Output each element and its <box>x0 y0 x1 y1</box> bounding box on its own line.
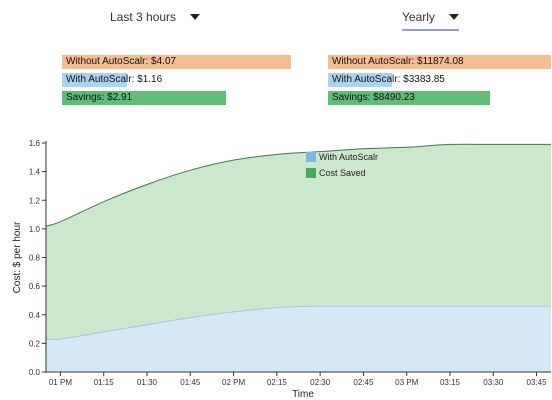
x-tick-label: 01:45 <box>180 378 201 387</box>
y-tick-label: 0.4 <box>29 311 41 320</box>
x-tick-label: 02:30 <box>310 378 331 387</box>
legend-swatch-with-autoscalr <box>306 152 316 162</box>
time-range-select[interactable]: Last 3 hours <box>110 8 201 26</box>
legend-label-cost-saved: Cost Saved <box>319 168 366 178</box>
period-select[interactable]: Yearly <box>402 8 459 31</box>
cost-saved-area <box>46 144 551 340</box>
y-tick-label: 1.6 <box>29 139 41 148</box>
without-autoscalr-bar-long: Without AutoScalr: $11874.08 <box>328 55 551 69</box>
time-range-value: Last 3 hours <box>110 10 177 24</box>
with-autoscalr-area <box>46 306 551 372</box>
legend-swatch-cost-saved <box>306 168 316 178</box>
x-axis-title: Time <box>292 389 314 400</box>
y-tick-label: 1.2 <box>29 196 41 205</box>
x-tick-label: 02 PM <box>222 378 245 387</box>
x-tick-label: 02:45 <box>353 378 374 387</box>
y-tick-label: 0.6 <box>29 282 41 291</box>
chevron-down-icon <box>190 14 201 20</box>
x-tick-label: 03:30 <box>483 378 504 387</box>
y-tick-label: 0.2 <box>29 339 41 348</box>
y-axis-title: Cost: $ per hour <box>12 221 23 293</box>
x-tick-label: 03:15 <box>440 378 461 387</box>
x-tick-label: 02:15 <box>267 378 288 387</box>
savings-bar-long: Savings: $8490.23 <box>328 91 490 105</box>
savings-bar-short: Savings: $2.91 <box>62 91 226 105</box>
x-tick-label: 03 PM <box>395 378 418 387</box>
y-tick-label: 1.0 <box>29 225 41 234</box>
cost-saved-line <box>45 143 551 227</box>
period-value: Yearly <box>402 10 435 24</box>
y-tick-label: 0.0 <box>29 368 41 377</box>
y-tick-label: 0.8 <box>29 254 41 263</box>
x-tick-label: 01 PM <box>49 378 72 387</box>
x-tick-label: 01:15 <box>94 378 115 387</box>
legend-label-with-autoscalr: With AutoScalr <box>319 152 378 162</box>
without-autoscalr-bar-short: Without AutoScalr: $4.07 <box>62 55 291 69</box>
with-autoscalr-bar-long: With AutoScalr: $3383.85 <box>328 73 445 87</box>
y-tick-label: 1.4 <box>29 168 41 177</box>
with-autoscalr-bar-short: With AutoScalr: $1.16 <box>62 73 162 87</box>
x-tick-label: 01:30 <box>137 378 158 387</box>
with-autoscalr-line <box>45 305 551 341</box>
chevron-down-icon <box>448 14 459 20</box>
x-tick-label: 03:45 <box>527 378 548 387</box>
